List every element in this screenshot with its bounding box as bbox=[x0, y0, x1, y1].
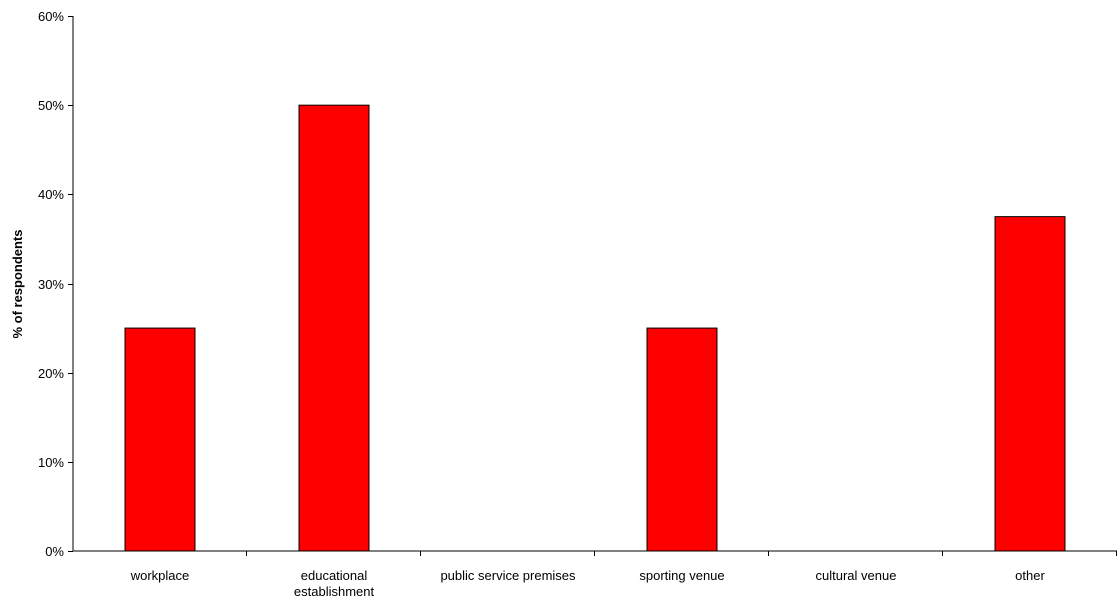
y-tick-label: 0% bbox=[45, 544, 64, 559]
y-axis-title: % of respondents bbox=[10, 229, 25, 338]
y-tick-label: 10% bbox=[38, 455, 64, 470]
bar bbox=[298, 104, 370, 552]
x-tick-label: cultural venue bbox=[816, 568, 897, 583]
y-tick-label: 40% bbox=[38, 187, 64, 202]
x-tick-label: educational establishment bbox=[294, 568, 375, 599]
bar bbox=[994, 216, 1066, 552]
x-axis-ticks: workplace educational establishment public … bbox=[130, 551, 1117, 599]
x-tick-label: public service premises bbox=[440, 568, 576, 583]
bar bbox=[124, 327, 196, 552]
chart-bars bbox=[124, 104, 1066, 552]
bar bbox=[646, 327, 718, 552]
y-tick-label: 50% bbox=[38, 98, 64, 113]
chart-axes bbox=[72, 16, 1117, 552]
y-tick-label: 20% bbox=[38, 366, 64, 381]
y-tick-label: 60% bbox=[38, 9, 64, 24]
x-tick-label: workplace bbox=[130, 568, 190, 583]
y-tick-label: 30% bbox=[38, 277, 64, 292]
y-axis-ticks: 0% 10% 20% 30% 40% 50% 60% bbox=[38, 9, 73, 559]
x-tick-label: sporting venue bbox=[639, 568, 724, 583]
x-tick-label: other bbox=[1015, 568, 1045, 583]
